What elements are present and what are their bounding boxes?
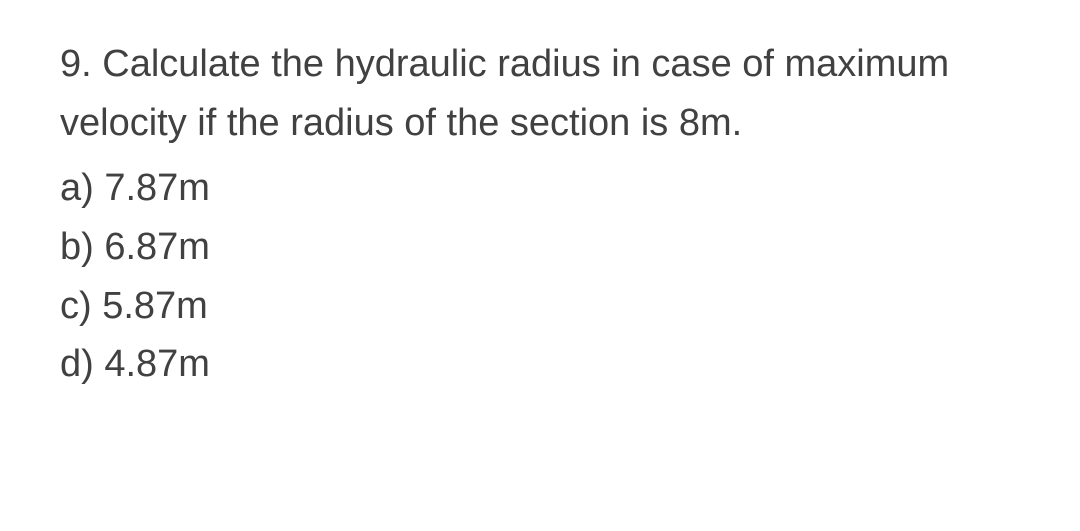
option-d: d) 4.87m xyxy=(60,335,1020,394)
question-text: 9. Calculate the hydraulic radius in cas… xyxy=(60,35,1020,153)
option-c: c) 5.87m xyxy=(60,277,1020,336)
options-list: a) 7.87m b) 6.87m c) 5.87m d) 4.87m xyxy=(60,159,1020,395)
option-a: a) 7.87m xyxy=(60,159,1020,218)
option-b: b) 6.87m xyxy=(60,218,1020,277)
